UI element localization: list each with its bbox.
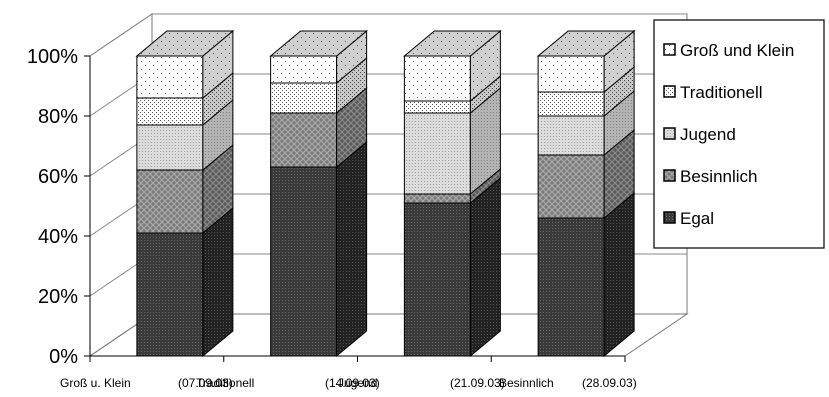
x-axis-labels: Groß u. Klein (07.09.03)Traditionell (14.0… — [60, 356, 637, 390]
x-label-date-3: (21.09.03) — [450, 376, 505, 390]
bar-segment-besinnlich-2 — [270, 86, 368, 169]
legend: Groß und Klein Traditionell Jugend Besinnli… — [653, 19, 825, 249]
y-tick-label: 60% — [38, 166, 78, 188]
bar-side-face — [202, 206, 234, 358]
bar-front-face — [403, 55, 471, 102]
x-label-name-3: Jugend — [338, 376, 377, 390]
bar-segment-egal-4 — [537, 191, 635, 358]
bar-segment-gross-und-klein-4 — [536, 29, 636, 94]
bar-segment-traditionell-3 — [403, 74, 501, 115]
legend-item-egal: Egal — [663, 209, 714, 228]
bar-front-face — [537, 115, 605, 156]
bar-front-face — [136, 97, 204, 126]
bar-top-face — [402, 30, 502, 57]
y-axis: 0% 20% 40% 60% 80% 100% — [27, 46, 625, 368]
bar-front-face — [403, 193, 471, 204]
bar-segment-besinnlich-1 — [136, 143, 234, 235]
legend-label: Jugend — [680, 125, 736, 144]
bar-front-face — [136, 232, 204, 357]
bars — [135, 29, 636, 358]
x-label-date-1: (07.09.03) — [178, 376, 233, 390]
bar-segment-egal-2 — [270, 140, 368, 358]
x-label-name-1: Groß u. Klein — [60, 376, 131, 390]
legend-label: Groß und Klein — [680, 41, 794, 60]
bar-segment-gross-und-klein-3 — [402, 29, 502, 103]
x-label-name-4: Besinnlich — [499, 376, 554, 390]
x-label-name-2: Traditionell — [196, 376, 254, 390]
legend-item-gross-und-klein: Groß und Klein — [663, 41, 794, 60]
bar-front-face — [537, 55, 605, 93]
gridline — [89, 13, 687, 57]
bar-segment-traditionell-4 — [537, 65, 635, 118]
legend-label: Traditionell — [680, 83, 763, 102]
y-tick-label: 20% — [38, 286, 78, 308]
bar-top-face — [269, 30, 369, 57]
legend-swatch — [663, 127, 676, 140]
bar-segment-gross-und-klein-1 — [135, 29, 235, 100]
bar-front-face — [270, 82, 338, 114]
y-tick-label: 100% — [27, 46, 78, 68]
bar-front-face — [136, 55, 204, 99]
bar-top-face — [135, 30, 235, 57]
bar-front-face — [136, 169, 204, 234]
bar-segment-jugend-4 — [537, 89, 635, 157]
bar-front-face — [270, 112, 338, 168]
bar-segment-traditionell-2 — [270, 56, 368, 115]
bar-front-face — [403, 100, 471, 114]
bar-segment-gross-und-klein-2 — [269, 29, 369, 85]
bar-segment-jugend-1 — [136, 98, 234, 172]
bar-side-face — [336, 140, 368, 358]
legend-swatch — [663, 169, 676, 182]
legend-item-traditionell: Traditionell — [663, 83, 763, 102]
y-tick-label: 0% — [49, 346, 78, 368]
x-label-date-2: (14.09.03) — [325, 376, 380, 390]
legend-label: Egal — [680, 209, 714, 228]
bar-front-face — [403, 112, 471, 195]
bar-side-face — [603, 191, 635, 358]
bar-segment-egal-1 — [136, 206, 234, 358]
bar-front-face — [270, 55, 338, 84]
bar-front-face — [136, 124, 204, 171]
legend-label: Besinnlich — [680, 167, 758, 186]
bar-segment-besinnlich-4 — [537, 128, 635, 220]
legend-box — [653, 19, 825, 249]
bar-segment-traditionell-1 — [136, 71, 234, 127]
bar-front-face — [403, 202, 471, 357]
bar-front-face — [537, 154, 605, 219]
x-label-date-4: (28.09.03) — [582, 376, 637, 390]
legend-swatch — [663, 43, 676, 56]
y-tick-label: 80% — [38, 106, 78, 128]
bar-front-face — [537, 91, 605, 117]
legend-item-besinnlich: Besinnlich — [663, 167, 758, 186]
bar-side-face — [469, 176, 501, 358]
legend-swatch — [663, 85, 676, 98]
bar-front-face — [537, 217, 605, 357]
legend-swatch — [663, 211, 676, 224]
legend-item-jugend: Jugend — [663, 125, 736, 144]
bar-top-face — [536, 30, 636, 57]
y-tick-label: 40% — [38, 226, 78, 248]
bar-front-face — [270, 166, 338, 357]
bar-segment-egal-3 — [403, 176, 501, 358]
bar-segment-jugend-3 — [403, 86, 501, 196]
